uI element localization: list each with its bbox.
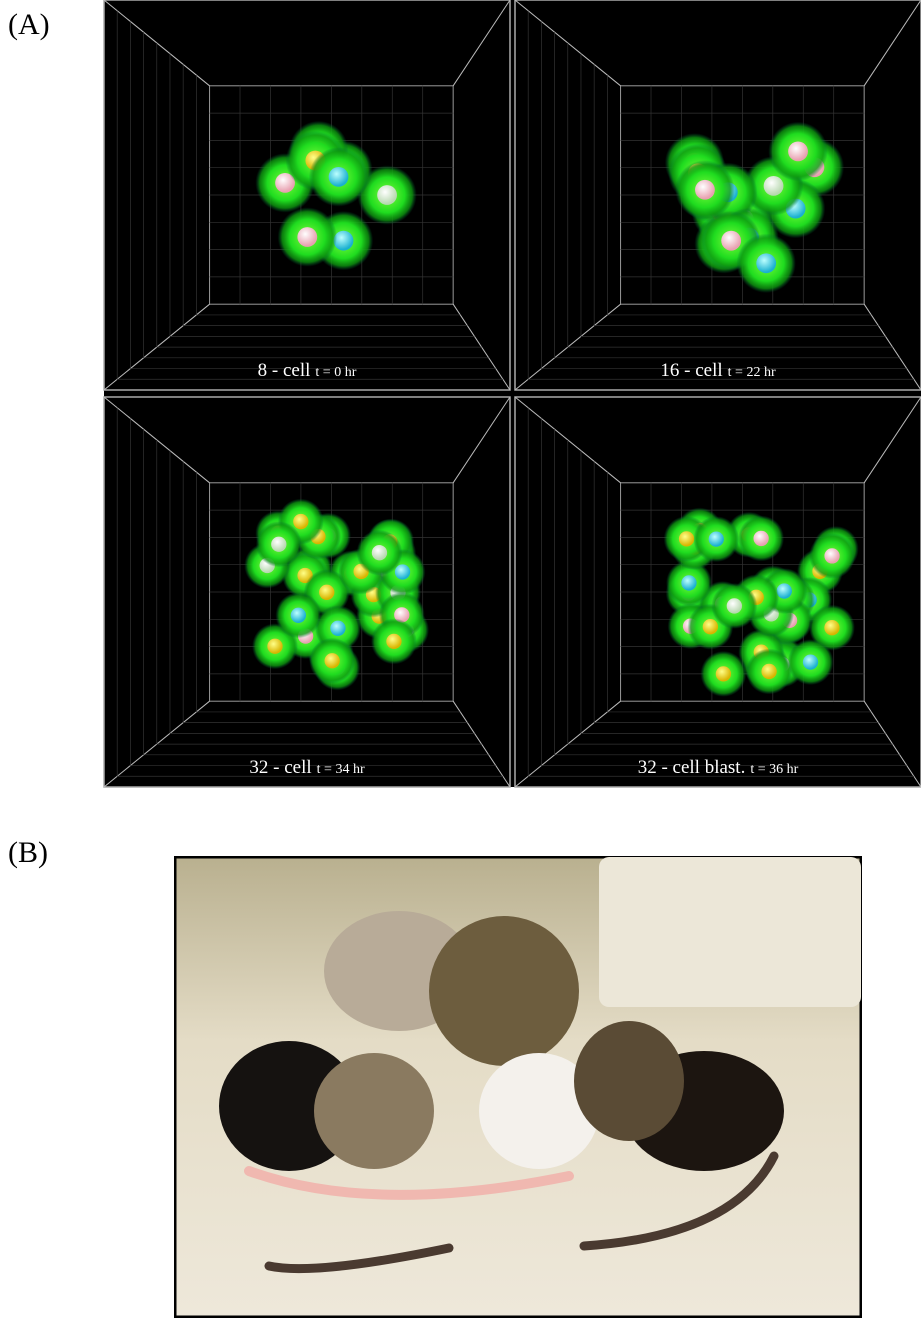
mouse [429,916,579,1066]
nucleus [329,167,349,187]
nucleus [764,176,784,196]
mouse [314,1053,434,1169]
stage-label: 8 - cell [258,360,311,381]
time-label: t = 34 hr [317,762,365,777]
figure: (A) (B) 8 - cellt = 0 hr16 - cellt = 22 … [0,0,921,1318]
nucleus [681,575,696,590]
stage-label: 32 - cell blast. [638,757,746,778]
nucleus [386,634,401,649]
nucleus [753,531,768,546]
nucleus [330,621,345,636]
mouse-photo [174,856,862,1318]
nucleus [293,514,308,529]
nucleus [267,639,282,654]
panel-label: (B) [8,836,48,870]
nucleus [679,531,694,546]
nucleus [761,664,776,679]
microscopy-panel: 8 - cell t = 0 hr 16 - cell t = 22 hr 32 - c… [0,0,921,790]
nucleus [325,653,340,668]
time-label: t = 0 hr [315,365,356,380]
stage-label: 32 - cell [249,757,311,778]
nucleus [291,608,306,623]
nucleus [319,585,334,600]
nucleus [824,548,839,563]
nucleus [716,666,731,681]
nucleus [372,545,387,560]
stage-label: 16 - cell [660,360,722,381]
nucleus [788,142,808,162]
time-label: t = 36 hr [750,762,798,777]
nucleus [727,598,742,613]
object [599,857,861,1007]
nucleus [695,180,715,200]
nucleus [377,185,397,205]
mouse [574,1021,684,1141]
nucleus [721,231,741,251]
nucleus [709,531,724,546]
nucleus [824,620,839,635]
nucleus [271,537,286,552]
time-label: t = 22 hr [728,365,776,380]
nucleus [703,619,718,634]
nucleus [803,654,818,669]
nucleus [756,253,776,273]
nucleus [297,227,317,247]
